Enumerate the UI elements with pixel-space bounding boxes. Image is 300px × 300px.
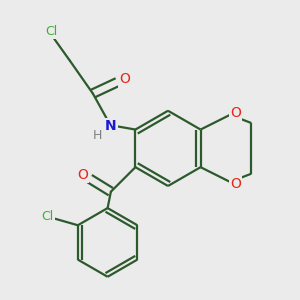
Text: Cl: Cl — [42, 210, 54, 223]
Text: H: H — [92, 129, 102, 142]
Text: O: O — [77, 168, 88, 182]
Text: O: O — [230, 176, 241, 190]
Text: O: O — [230, 106, 241, 120]
Text: N: N — [105, 119, 117, 133]
Text: Cl: Cl — [45, 25, 57, 38]
Text: O: O — [119, 73, 130, 86]
